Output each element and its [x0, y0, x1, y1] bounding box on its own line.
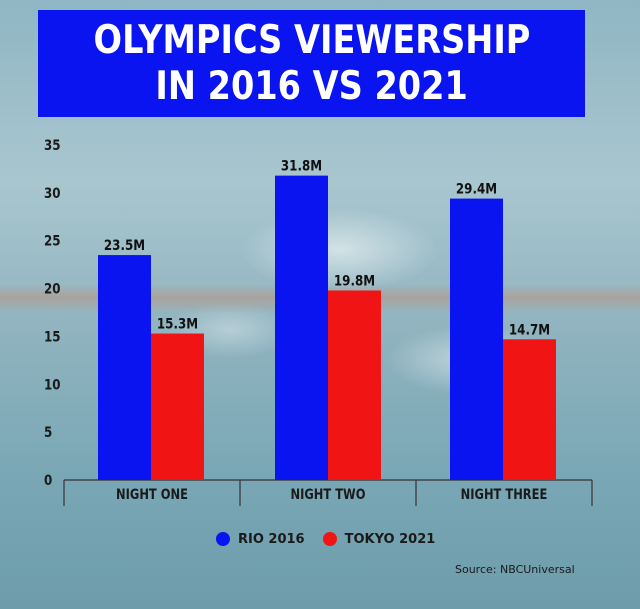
value-label: 23.5M [104, 238, 145, 254]
y-tick-label: 30 [44, 186, 61, 202]
title-banner: OLYMPICS VIEWERSHIP IN 2016 VS 2021 [38, 10, 585, 117]
bar-rio-1 [98, 255, 151, 480]
legend-swatch-rio [216, 532, 230, 546]
bar-rio-2 [275, 175, 328, 480]
value-label: 15.3M [157, 317, 198, 333]
y-tick-label: 35 [44, 138, 61, 154]
bar-rio-3 [450, 198, 503, 480]
legend-item-rio: RIO 2016 [216, 532, 305, 547]
y-tick-label: 5 [44, 425, 52, 441]
x-category-label: NIGHT TWO [291, 487, 366, 503]
value-label: 19.8M [334, 274, 375, 290]
bar-tokyo-1 [151, 333, 204, 480]
y-tick-label: 0 [44, 473, 52, 489]
y-tick-label: 25 [44, 234, 61, 250]
legend-label-rio: RIO 2016 [238, 531, 305, 547]
legend-item-tokyo: TOKYO 2021 [322, 531, 436, 547]
title-line-2: IN 2016 VS 2021 [155, 63, 468, 109]
legend-label-tokyo: TOKYO 2021 [344, 531, 436, 547]
value-label: 14.7M [509, 322, 550, 338]
x-category-label: NIGHT THREE [461, 487, 548, 503]
legend-swatch-tokyo [322, 532, 337, 546]
bar-tokyo-3 [503, 339, 556, 480]
x-category-label: NIGHT ONE [116, 487, 188, 503]
y-tick-label: 15 [44, 330, 61, 346]
title-line-1: OLYMPICS VIEWERSHIP [93, 17, 530, 63]
value-label: 29.4M [456, 182, 497, 198]
bar-tokyo-2 [328, 290, 381, 480]
y-tick-label: 10 [44, 377, 61, 393]
legend: RIO 2016 TOKYO 2021 [216, 528, 453, 550]
y-tick-label: 20 [44, 282, 61, 298]
value-label: 31.8M [281, 159, 322, 175]
source-note: Source: NBCUniversal [455, 563, 575, 576]
